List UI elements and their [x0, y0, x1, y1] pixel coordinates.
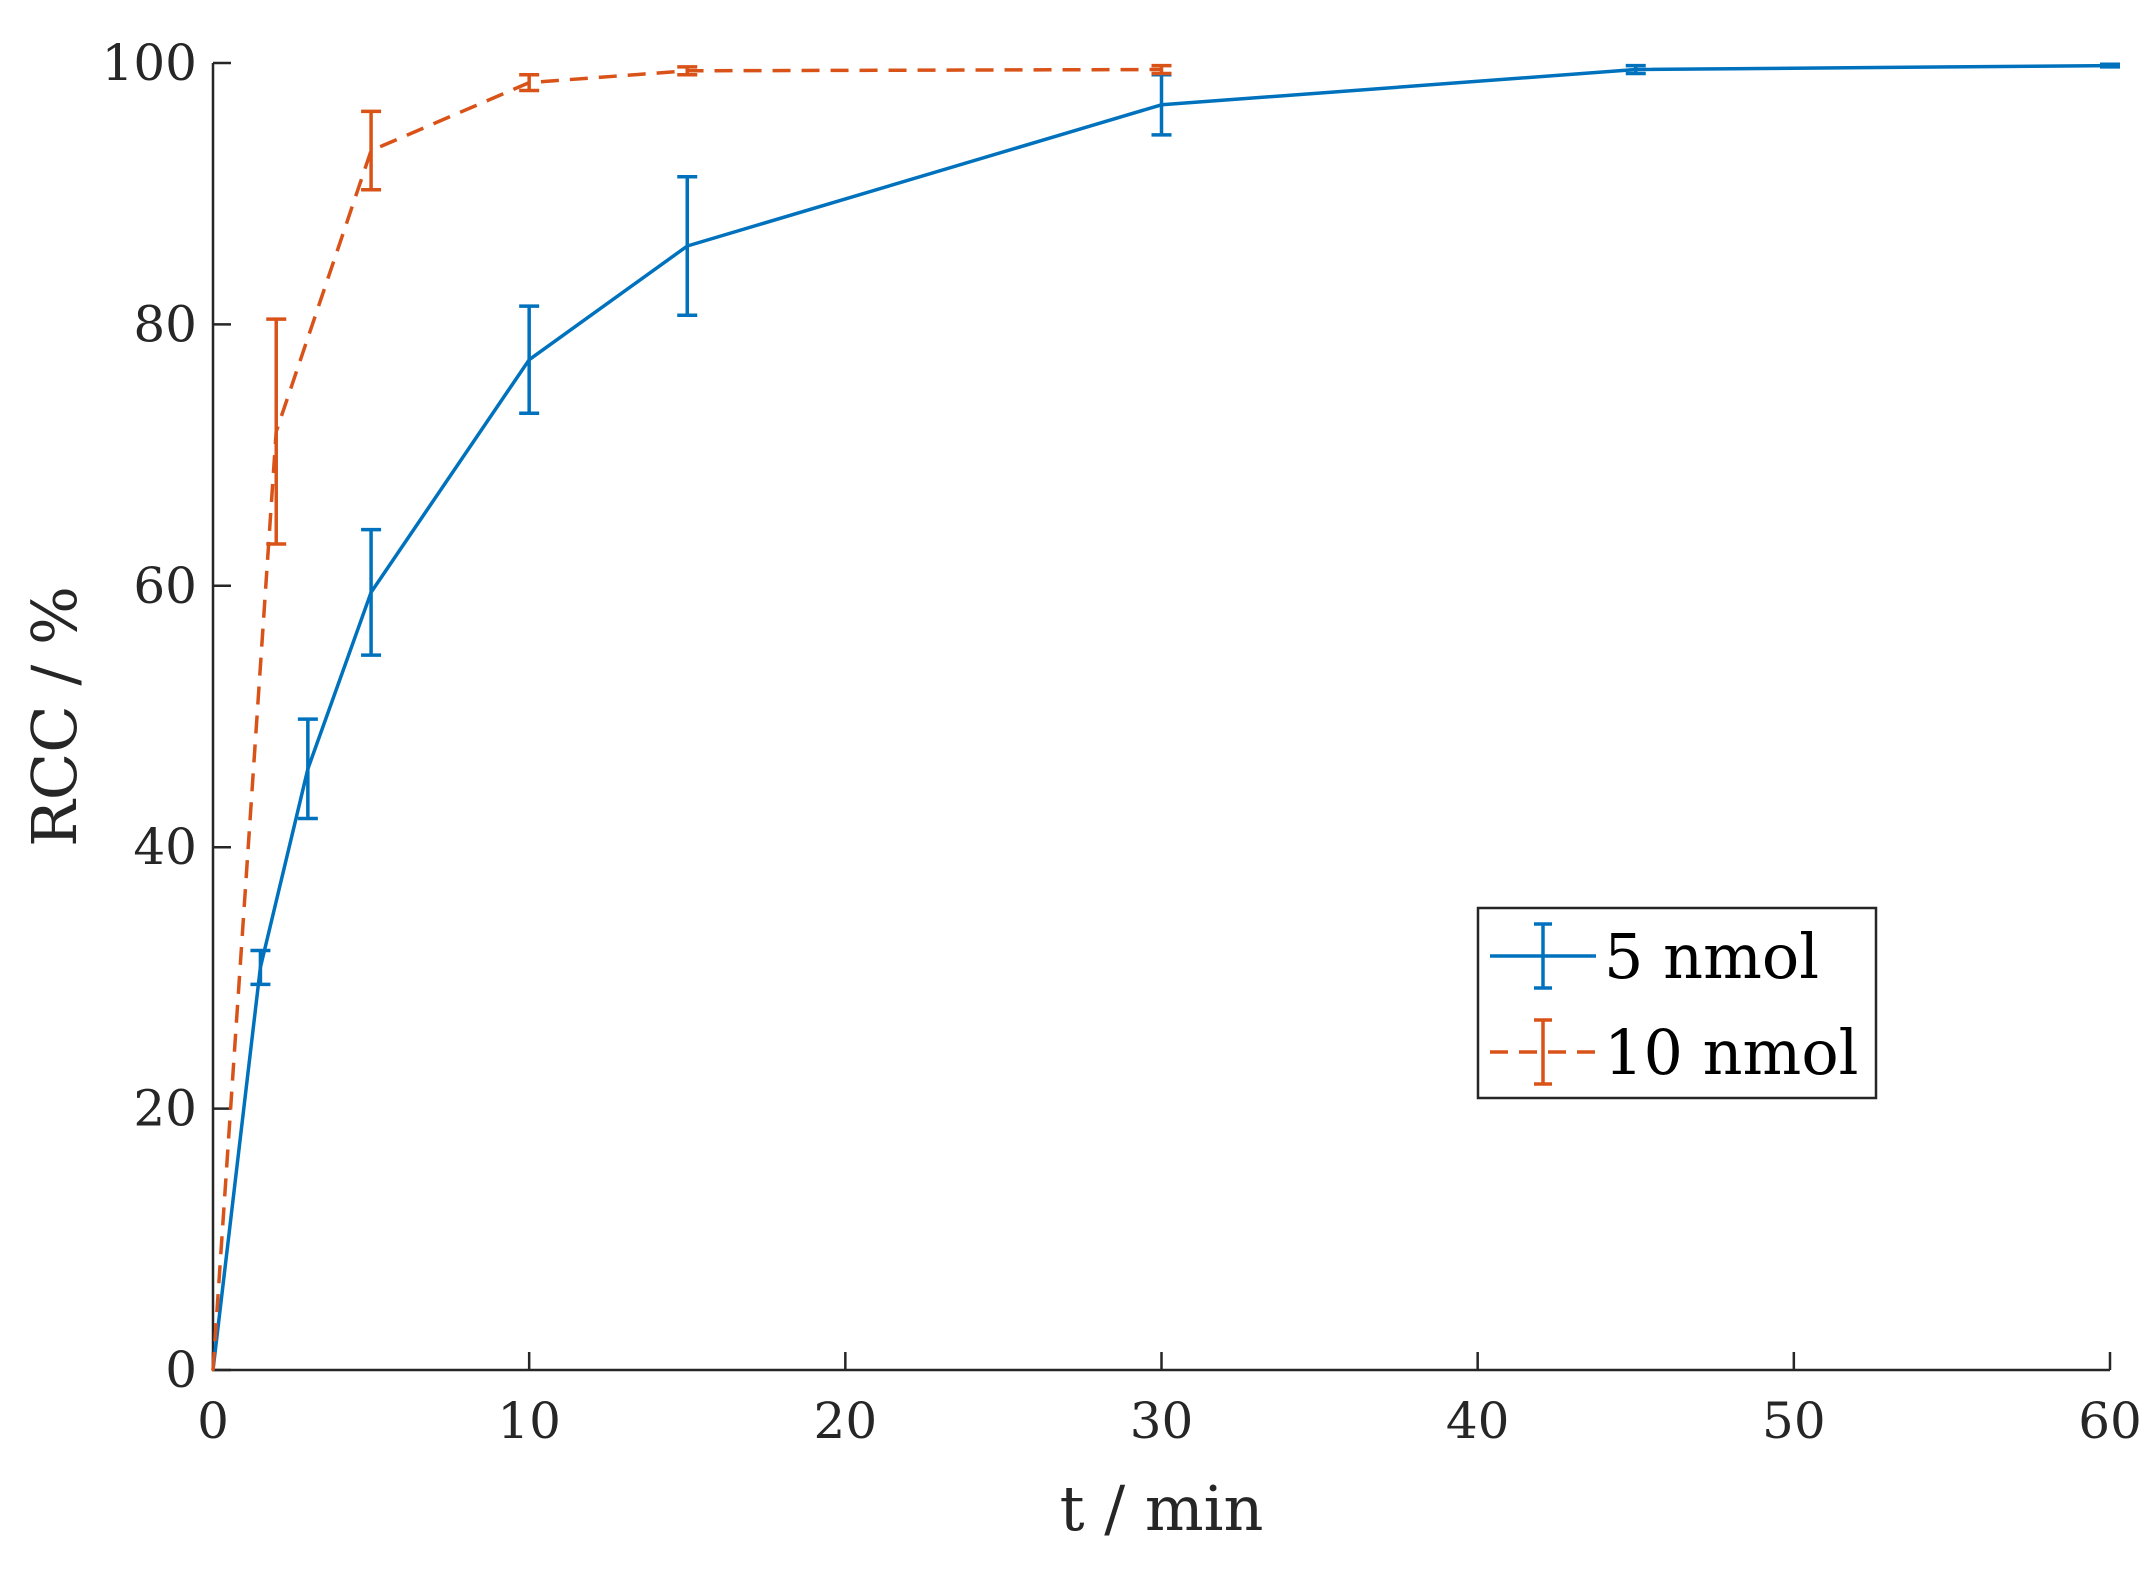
x-tick-label: 60: [2078, 1392, 2142, 1450]
data-point-5-nmol: [2100, 62, 2120, 69]
data-point-10-nmol: [677, 65, 698, 77]
series-10-nmol: [211, 63, 1172, 1372]
data-point-10-nmol: [519, 73, 540, 93]
y-tick-label: 0: [165, 1341, 197, 1399]
data-point-5-nmol: [297, 717, 318, 821]
y-tick-label: 20: [133, 1080, 197, 1138]
error-bar: [519, 304, 540, 416]
data-point-5-nmol: [250, 948, 271, 987]
y-tick-label: 100: [102, 34, 197, 92]
x-axis-title: t / min: [1060, 1472, 1264, 1545]
error-bar: [361, 527, 382, 657]
data-point-10-nmol: [1151, 63, 1172, 76]
y-tick-label: 40: [133, 818, 197, 876]
x-tick-label: 30: [1130, 1392, 1194, 1450]
x-tick-label: 10: [497, 1392, 561, 1450]
error-bar: [677, 65, 698, 77]
series-line-5-nmol: [211, 63, 2111, 1371]
error-bar: [2100, 62, 2120, 69]
error-bar: [361, 109, 382, 192]
error-bar: [1151, 63, 1172, 76]
series-layer: [211, 62, 2120, 1372]
legend-label-10-nmol: 10 nmol: [1604, 1016, 1858, 1089]
y-tick-label: 60: [133, 557, 197, 615]
data-point-5-nmol: [519, 304, 540, 416]
x-tick-label: 20: [814, 1392, 878, 1450]
axes: 0 10 20 30 40 50 60 0 20 40 60 80 100: [102, 34, 2142, 1450]
error-bar: [677, 174, 698, 318]
data-point-5-nmol: [361, 527, 382, 657]
error-bar: [297, 717, 318, 821]
data-point-10-nmol: [361, 109, 382, 192]
series-line-10-nmol: [211, 67, 1162, 1371]
data-point-10-nmol: [211, 1368, 215, 1372]
data-point-marker: [211, 1368, 215, 1372]
error-bar: [266, 317, 287, 546]
y-axis-title: RCC / %: [18, 586, 91, 847]
legend-label-5-nmol: 5 nmol: [1604, 920, 1819, 993]
legend-symbol-10-nmol: [1490, 1018, 1596, 1086]
series-5-nmol: [211, 62, 2120, 1372]
error-bar: [519, 73, 540, 93]
legend: 5 nmol 10 nmol: [1476, 906, 1878, 1100]
data-point-10-nmol: [266, 317, 287, 546]
y-tick-label: 80: [133, 295, 197, 353]
error-bar: [1625, 63, 1646, 76]
x-tick-label: 50: [1762, 1392, 1826, 1450]
x-tick-label: 40: [1446, 1392, 1510, 1450]
error-bar: [250, 948, 271, 987]
legend-error-bar: [1534, 922, 1552, 990]
legend-error-bar: [1534, 1018, 1552, 1086]
legend-symbol-5-nmol: [1490, 922, 1596, 990]
data-point-5-nmol: [677, 174, 698, 318]
data-point-5-nmol: [1625, 63, 1646, 76]
x-tick-label: 0: [197, 1392, 229, 1450]
